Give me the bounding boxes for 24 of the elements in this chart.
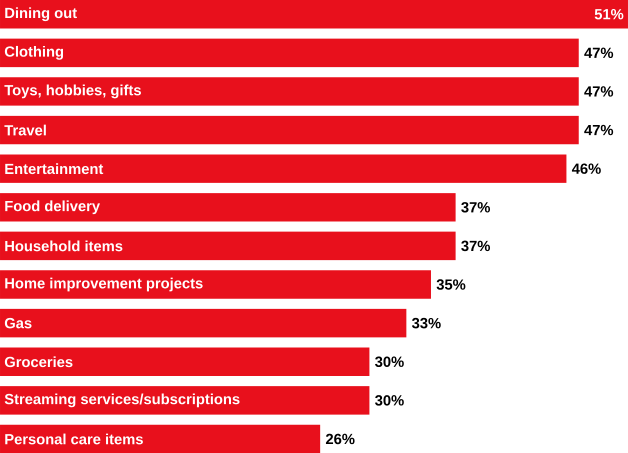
y-tick-label: Entertainment <box>5 163 104 174</box>
data-label: 33% <box>412 318 441 328</box>
y-tick-label: Clothing <box>4 46 64 60</box>
data-label: 26% <box>326 434 355 444</box>
data-label: 30% <box>375 356 404 367</box>
data-label: 47% <box>584 86 614 97</box>
data-label: 46% <box>572 163 601 174</box>
data-label: 30% <box>375 395 404 406</box>
y-tick-label: Groceries <box>4 356 72 368</box>
y-tick-label: Toys, hobbies, gifts <box>4 84 141 98</box>
data-label: 47% <box>584 124 614 136</box>
y-tick-label: Dining out <box>5 7 77 22</box>
data-label: 47% <box>584 48 614 58</box>
y-tick-label: Travel <box>4 124 46 136</box>
y-tick-label: Streaming services/subscriptions <box>4 393 240 408</box>
y-tick-label: Gas <box>4 318 32 328</box>
data-label: 37% <box>461 202 490 212</box>
y-tick-label: Personal care items <box>5 433 143 444</box>
y-tick-label: Household items <box>5 240 122 252</box>
data-label: 35% <box>436 279 466 290</box>
data-label: 37% <box>461 240 490 252</box>
data-label: 51% <box>594 8 624 20</box>
y-tick-label: Food delivery <box>5 200 100 214</box>
y-tick-label: Home improvement projects <box>5 278 203 292</box>
